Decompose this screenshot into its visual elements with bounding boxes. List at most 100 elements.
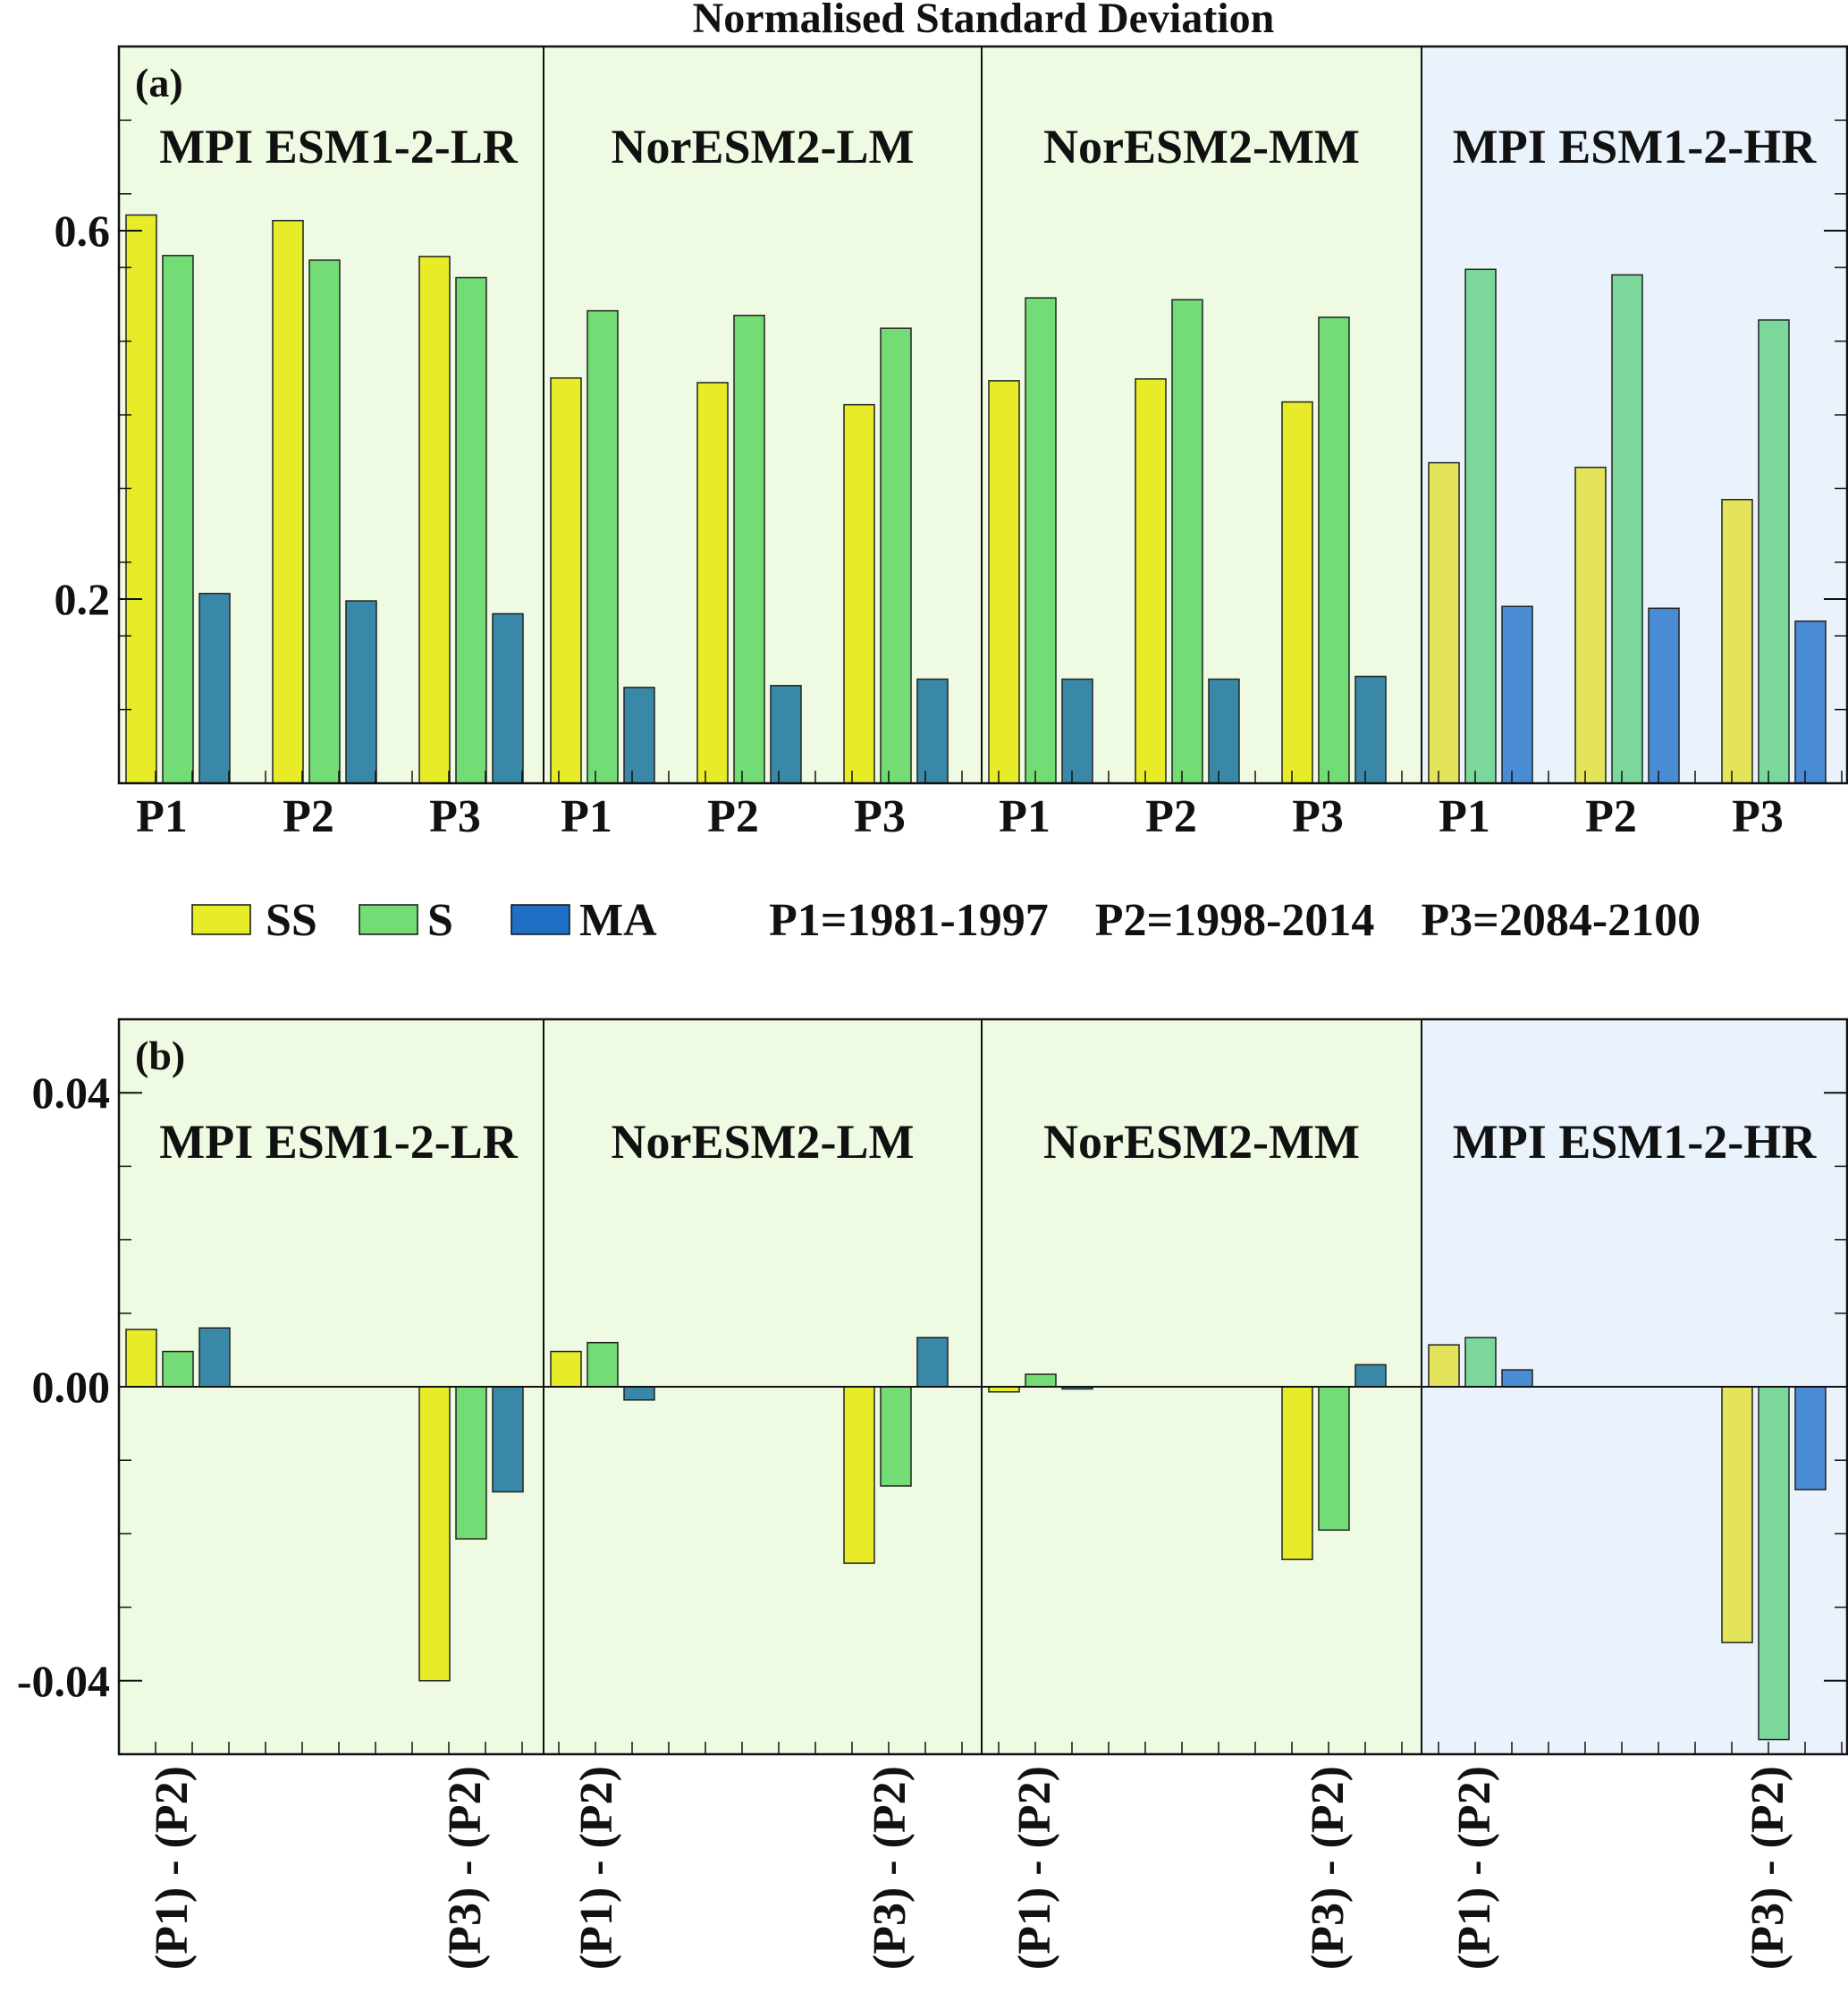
bar-ss [272,219,304,784]
y-tick-label: 0.04 [32,1068,111,1118]
bar-ss [843,1386,875,1565]
model-label: MPI ESM1-2-HR [1453,1115,1817,1169]
bar-s [162,255,194,784]
bar-s [1318,317,1350,784]
panel-letter: (a) [135,60,183,106]
bar-ma [1354,1364,1387,1388]
x-category-label: (P3) - (P2) [440,1766,491,1970]
x-category-label: P3 [429,791,481,842]
y-tick-label: 0.2 [55,574,111,624]
x-category-label: P1 [1439,791,1490,842]
bar-ma [198,593,231,784]
bar-ss [1721,1386,1753,1643]
x-category-label: (P1) - (P2) [571,1766,622,1970]
chart-title: Normalised Standard Deviation [693,0,1275,42]
x-category-label: P2 [1585,791,1637,842]
y-tick-label: 0.00 [32,1362,111,1412]
bar-s [1025,1373,1057,1388]
bar-ss [843,403,875,784]
bar-s [308,259,341,784]
bar-ma [623,687,655,784]
bar-ma [770,685,802,784]
bar-ma [198,1327,231,1388]
bar-ss [1281,401,1313,784]
bar-s [880,327,912,784]
legend-swatch-s [359,904,418,935]
x-category-label: P3 [1292,791,1344,842]
model-label: NorESM2-MM [1043,1115,1360,1169]
bar-s [586,1341,619,1388]
bar-ss [550,377,582,784]
model-label: NorESM2-LM [612,120,915,173]
bar-ma [492,1386,524,1493]
bar-ss [125,1329,157,1388]
x-category-label: (P3) - (P2) [1743,1766,1793,1970]
legend-periods: P1=1981-1997 P2=1998-2014 P3=2084-2100 [769,895,1700,946]
model-label: NorESM2-MM [1043,120,1360,173]
bar-ma [345,600,377,784]
bar-ma [1648,607,1680,784]
x-category-label: (P1) - (P2) [147,1766,198,1970]
bar-s [162,1350,194,1388]
panel-a: 0.2 0.6 (a) MPI ESM1-2-LR NorESM2-LM NorESM2-… [55,45,1848,842]
y-tick-label: -0.04 [17,1656,110,1706]
x-category-label: P3 [1732,791,1784,842]
bar-s [1464,268,1497,784]
bar-ss [1281,1386,1313,1560]
bar-ma [1501,1369,1533,1388]
legend-swatch-ma [511,904,570,935]
x-category-label: P1 [561,791,612,842]
panel-letter: (b) [135,1033,185,1078]
bar-ss [696,382,729,784]
legend-label-ss: SS [266,895,317,946]
model-label: MPI ESM1-2-LR [159,1115,518,1169]
bar-s [455,276,487,784]
bar-ss [550,1350,582,1388]
bar-ma [623,1386,655,1401]
legend: SS S MA P1=1981-1997 P2=1998-2014 P3=208… [191,895,1700,946]
panel-b: -0.04 0.00 0.04 (b) MPI ESM1-2-LR NorESM2-LM N… [17,1017,1848,1970]
model-label: MPI ESM1-2-LR [159,120,518,173]
bar-s [733,315,765,784]
bar-ss [1428,461,1460,784]
bar-ma [1354,675,1387,784]
model-label: MPI ESM1-2-HR [1453,120,1817,173]
x-category-label: P2 [1145,791,1197,842]
bar-s [1171,299,1203,784]
bar-ss [418,1386,451,1682]
legend-swatch-ss [191,904,251,935]
legend-label-ma: MA [579,895,657,946]
x-category-label: (P3) - (P2) [865,1766,916,1970]
legend-label-s: S [427,895,453,946]
bar-ma [916,678,949,784]
bar-ss [988,380,1020,784]
bar-ma [1794,620,1827,784]
bar-s [1464,1337,1497,1388]
bar-ss [1721,499,1753,784]
bar-ma [1061,678,1093,784]
x-category-label: P1 [999,791,1051,842]
y-tick-label: 0.6 [55,206,111,256]
x-category-label: (P1) - (P2) [1009,1766,1060,1970]
bar-ss [125,214,157,784]
bar-ma [916,1337,949,1388]
bar-ma [1208,678,1240,784]
x-category-label: P1 [136,791,188,842]
bar-s [1611,274,1643,784]
bar-s [1758,319,1790,784]
bar-s [1025,297,1057,784]
x-category-label: (P1) - (P2) [1449,1766,1500,1970]
bar-ss [1574,466,1607,784]
bar-s [880,1386,912,1487]
bar-ma [492,612,524,784]
x-category-label: (P3) - (P2) [1303,1766,1354,1970]
bar-s [586,309,619,784]
bar-s [455,1386,487,1540]
bar-ss [418,256,451,784]
bar-s [1318,1386,1350,1532]
x-category-label: P2 [707,791,759,842]
bar-s [1758,1386,1790,1741]
bar-ss [1428,1344,1460,1388]
x-category-label: P2 [283,791,334,842]
